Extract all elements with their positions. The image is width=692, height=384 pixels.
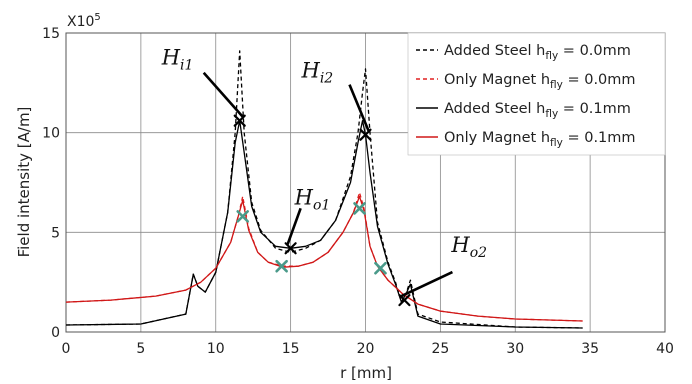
legend-entry-label: Added Steel hfly = 0.0mm <box>444 43 631 62</box>
green-cross-marker <box>236 210 250 223</box>
y-tick-label: 0 <box>51 325 60 341</box>
x-tick-label: 35 <box>581 341 599 357</box>
annotation-label: Hi2 <box>301 59 334 87</box>
cross-stroke <box>233 114 246 127</box>
x-tick-label: 25 <box>431 341 449 357</box>
point-markers <box>233 114 411 307</box>
green-cross-marker <box>353 202 366 215</box>
legend-entry-label: Only Magnet hfly = 0.0mm <box>444 72 636 91</box>
annotation-arrow <box>348 84 370 132</box>
black-cross-marker <box>398 294 411 307</box>
x-tick-label: 0 <box>62 341 71 357</box>
annotation-arrow <box>400 270 453 298</box>
green-cross-marker <box>275 259 288 273</box>
y-tick-label: 15 <box>42 26 60 42</box>
y-tick-label: 10 <box>42 126 60 142</box>
x-tick-label: 40 <box>656 341 674 357</box>
cross-stroke <box>284 242 297 255</box>
y-multiplier-label: X105 <box>67 12 101 30</box>
tick-labels: 0 5 10 15 20 25 30 35 40 0 5 10 15 <box>42 26 674 357</box>
plot-frame <box>65 32 666 333</box>
x-tick-label: 5 <box>136 341 145 357</box>
y-tick-label: 5 <box>51 225 60 241</box>
black-cross-marker <box>284 242 297 255</box>
x-tick-label: 15 <box>282 341 300 357</box>
y-axis-label: Field intensity [A/m] <box>15 107 33 258</box>
axes-frame <box>65 32 666 333</box>
black-cross-marker <box>359 128 372 141</box>
series-line <box>65 195 583 322</box>
x-tick-label: 20 <box>357 341 375 357</box>
legend: Added Steel hfly = 0.0mm Only Magnet hfly… <box>407 32 666 156</box>
legend-entry-label: Added Steel hfly = 0.1mm <box>444 101 631 120</box>
x-tick-label: 10 <box>207 341 225 357</box>
annotation-label: Ho1 <box>294 185 331 213</box>
cross-stroke <box>236 210 250 223</box>
x-axis-label: r [mm] <box>340 364 392 382</box>
peak-annotations: Hi1 Hi2 Ho1 Ho2 <box>161 46 487 298</box>
cross-stroke <box>359 128 372 141</box>
cross-stroke <box>353 202 366 215</box>
annotation-arrow <box>202 71 244 118</box>
legend-entry-label: Only Magnet hfly = 0.1mm <box>444 130 636 149</box>
black-cross-marker <box>233 114 246 127</box>
annotation-label: Ho2 <box>450 233 487 261</box>
annotation-arrow <box>286 207 302 245</box>
x-tick-label: 30 <box>506 341 524 357</box>
series-line <box>65 120 583 329</box>
cross-stroke <box>275 259 288 273</box>
legend-box <box>407 32 666 156</box>
green-cross-marker <box>374 261 387 275</box>
annotation-label: Hi1 <box>161 46 194 74</box>
cross-stroke <box>374 261 387 275</box>
cross-stroke <box>398 294 411 307</box>
